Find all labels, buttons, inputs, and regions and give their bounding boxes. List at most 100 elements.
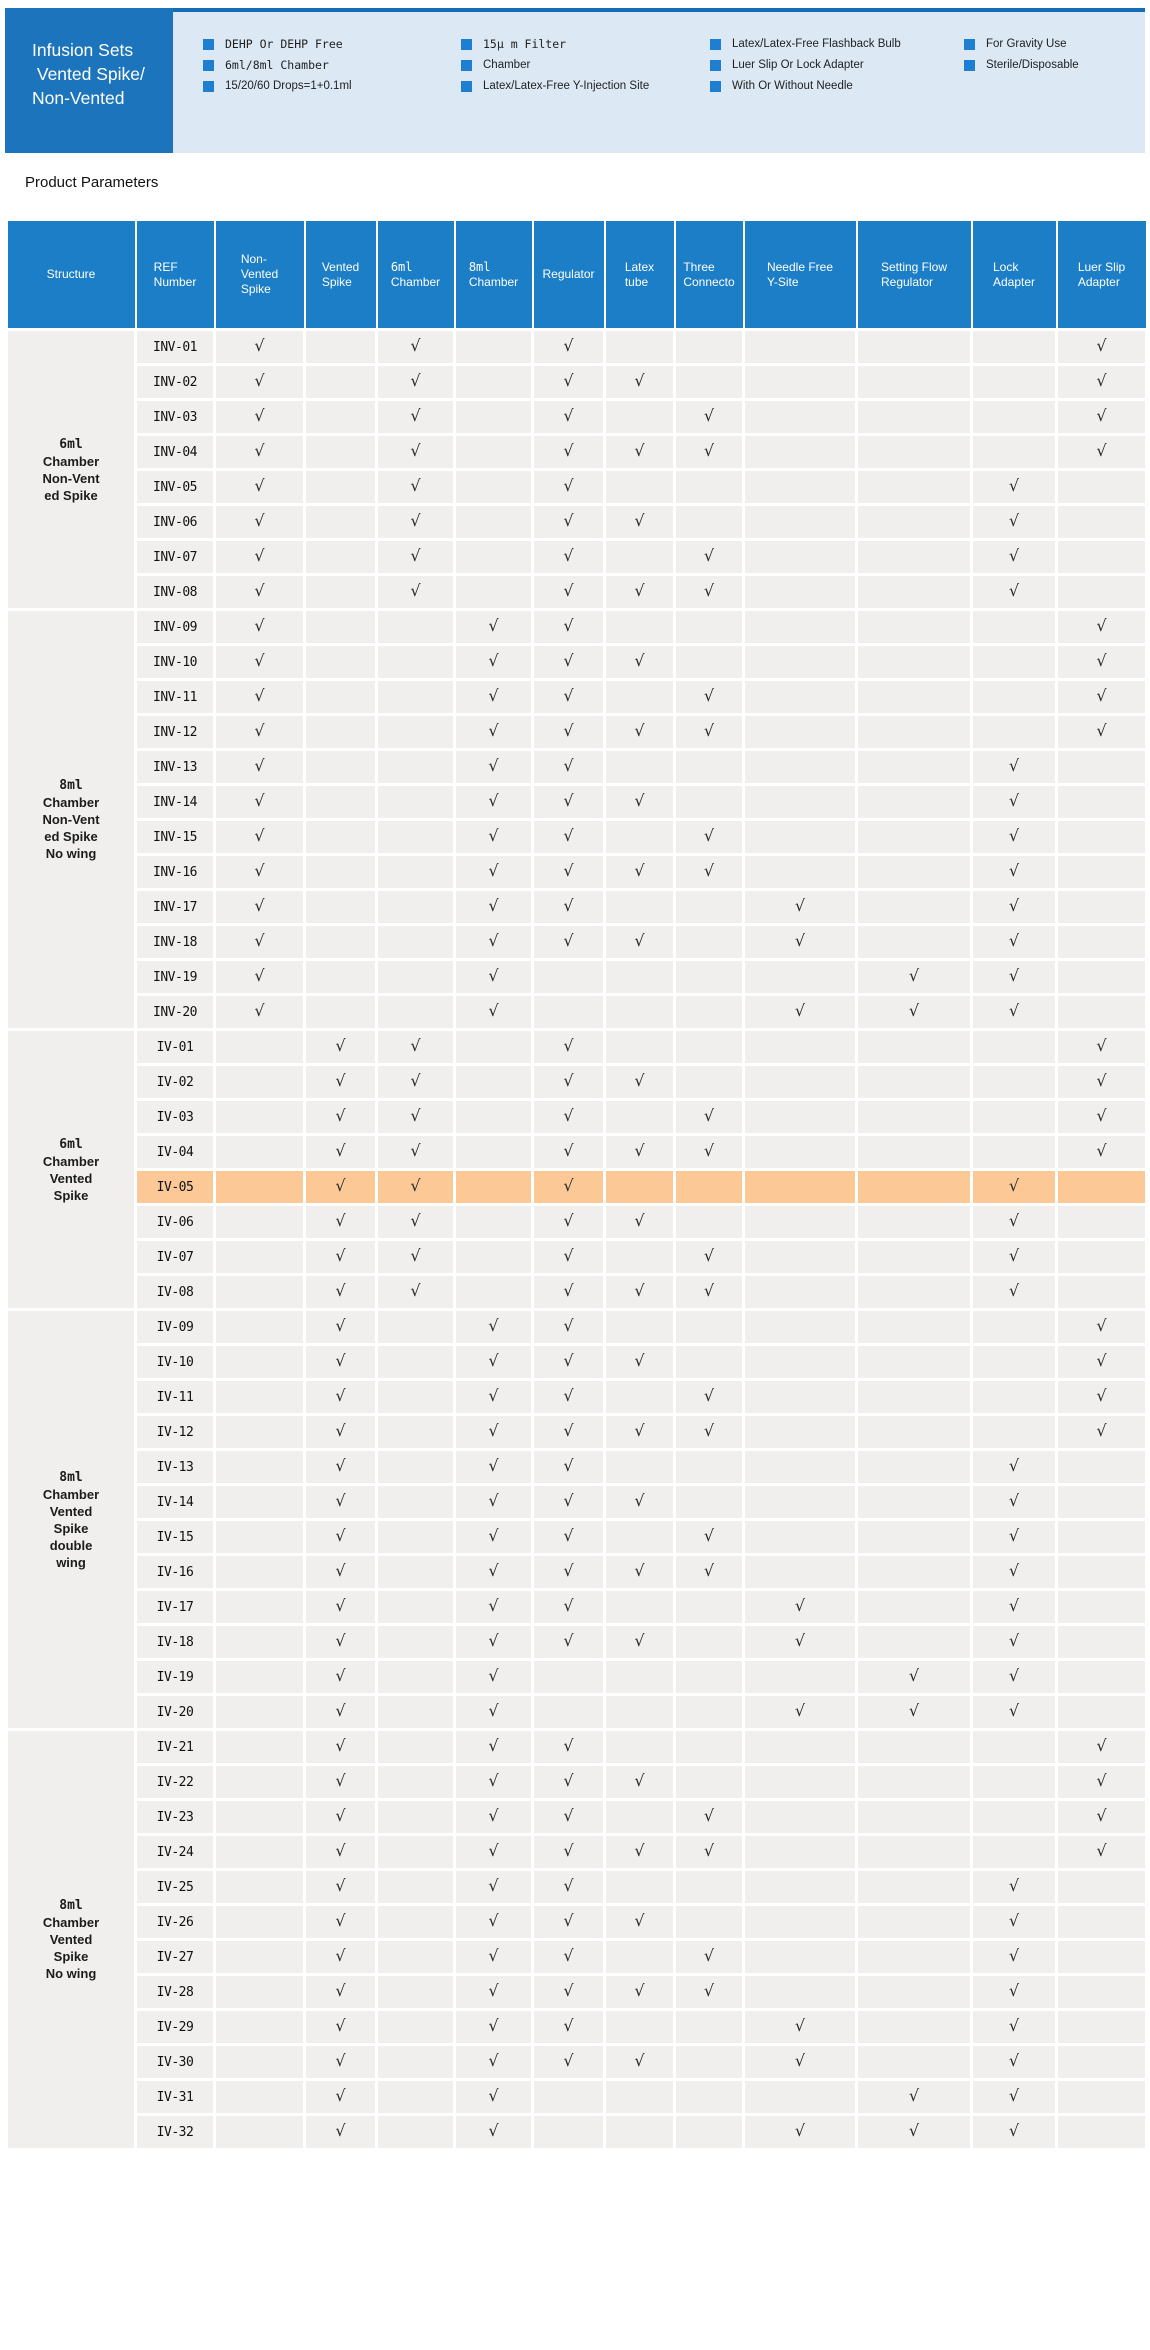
header-cell-structure: Structure	[5, 218, 137, 331]
cell-luer-slip-adapter	[1055, 2113, 1148, 2151]
cell-vented-spike: √	[303, 2008, 378, 2046]
cell-non-vented-spike	[213, 1238, 306, 1276]
cell-setting-flow-regulator	[855, 398, 973, 436]
cell-non-vented-spike: √	[213, 433, 306, 471]
check-icon: √	[634, 791, 645, 810]
cell-lock-adapter: √	[970, 1448, 1058, 1486]
check-icon: √	[335, 1036, 346, 1055]
cell-lock-adapter: √	[970, 1658, 1058, 1696]
check-icon: √	[1008, 1631, 1020, 1650]
cell-6ml-chamber: √	[375, 1238, 456, 1276]
cell-luer-slip-adapter	[1055, 2043, 1148, 2081]
cell-lock-adapter	[970, 1728, 1058, 1766]
cell-6ml-chamber	[375, 783, 456, 821]
cell-three-connector	[673, 2008, 745, 2046]
structure-label-line: Vented	[49, 1503, 93, 1519]
cell-regulator: √	[531, 1798, 606, 1836]
structure-label-line: 8ml	[59, 1469, 83, 1485]
cell-vented-spike: √	[303, 1378, 378, 1416]
cell-lock-adapter: √	[970, 2043, 1058, 2081]
cell-luer-slip-adapter: √	[1055, 1308, 1148, 1346]
check-icon: √	[563, 1281, 574, 1300]
cell-6ml-chamber: √	[375, 503, 456, 541]
cell-three-connector	[673, 1693, 745, 1731]
check-icon: √	[335, 1946, 346, 1965]
cell-6ml-chamber: √	[375, 1273, 456, 1311]
cell-three-connector: √	[673, 433, 745, 471]
cell-lock-adapter	[970, 1833, 1058, 1871]
check-icon: √	[634, 1421, 645, 1440]
check-icon: √	[563, 581, 574, 600]
cell-vented-spike: √	[303, 1203, 378, 1241]
check-icon: √	[1008, 1911, 1020, 1930]
ref-number-cell: IV-01	[134, 1028, 216, 1066]
cell-latex-tube: √	[603, 1203, 676, 1241]
check-icon: √	[335, 1071, 346, 1090]
check-icon: √	[634, 441, 645, 460]
cell-latex-tube	[603, 1658, 676, 1696]
cell-regulator: √	[531, 2008, 606, 2046]
check-icon: √	[335, 1596, 346, 1615]
cell-lock-adapter: √	[970, 993, 1058, 1031]
check-icon: √	[254, 336, 265, 355]
cell-vented-spike: √	[303, 1343, 378, 1381]
cell-luer-slip-adapter: √	[1055, 1133, 1148, 1171]
cell-regulator: √	[531, 1903, 606, 1941]
cell-luer-slip-adapter	[1055, 993, 1148, 1031]
cell-latex-tube: √	[603, 1973, 676, 2011]
table-row: INV-18 √ √ √ √ √ √	[7, 923, 1148, 961]
header-cell-regulator: Regulator	[531, 218, 606, 331]
cell-non-vented-spike	[213, 1203, 306, 1241]
check-icon: √	[1008, 2016, 1020, 2035]
header-label-line: Setting Flow	[880, 259, 948, 274]
cell-8ml-chamber: √	[453, 678, 534, 716]
cell-8ml-chamber: √	[453, 1973, 534, 2011]
cell-latex-tube	[603, 1098, 676, 1136]
cell-regulator: √	[531, 1098, 606, 1136]
cell-luer-slip-adapter	[1055, 1938, 1148, 1976]
table-row: IV-31 √ √ √ √	[7, 2078, 1148, 2116]
check-icon: √	[563, 1561, 574, 1580]
cell-setting-flow-regulator	[855, 1938, 973, 1976]
cell-latex-tube	[603, 1238, 676, 1276]
structure-label-line: Chamber	[42, 1486, 100, 1502]
table-row: 8ml Chamber Vented Spike No wing IV-21 √ √ √ √	[5, 1728, 1148, 2151]
cell-8ml-chamber: √	[453, 1588, 534, 1626]
cell-8ml-chamber: √	[453, 1378, 534, 1416]
check-icon: √	[634, 1771, 645, 1790]
check-icon: √	[703, 1841, 715, 1860]
feature-column: For Gravity Use Sterile/Disposable	[964, 38, 1079, 72]
cell-vented-spike	[303, 363, 378, 401]
cell-three-connector: √	[673, 1273, 745, 1311]
check-icon: √	[563, 2051, 574, 2070]
cell-8ml-chamber: √	[453, 958, 534, 996]
cell-non-vented-spike	[213, 1728, 306, 1766]
cell-vented-spike	[303, 643, 378, 681]
cell-needle-free-y-site	[742, 363, 858, 401]
check-icon: √	[703, 1981, 715, 2000]
check-icon: √	[1008, 1491, 1020, 1510]
table-row: IV-16 √ √ √ √ √ √	[7, 1553, 1148, 1591]
cell-needle-free-y-site	[742, 573, 858, 611]
cell-luer-slip-adapter: √	[1055, 1833, 1148, 1871]
cell-8ml-chamber: √	[453, 2008, 534, 2046]
table-row: IV-25 √ √ √ √	[7, 1868, 1148, 1906]
cell-regulator: √	[531, 888, 606, 926]
cell-latex-tube: √	[603, 363, 676, 401]
cell-non-vented-spike: √	[213, 363, 306, 401]
feature-label: Latex/Latex-Free Flashback Bulb	[732, 38, 901, 50]
cell-regulator: √	[531, 1623, 606, 1661]
cell-6ml-chamber: √	[375, 1203, 456, 1241]
cell-lock-adapter: √	[970, 1168, 1058, 1206]
cell-non-vented-spike	[213, 1063, 306, 1101]
check-icon: √	[1008, 2121, 1020, 2140]
cell-8ml-chamber	[453, 433, 534, 471]
check-icon: √	[563, 1421, 574, 1440]
cell-setting-flow-regulator	[855, 1448, 973, 1486]
check-icon: √	[335, 1246, 346, 1265]
check-icon: √	[335, 1736, 346, 1755]
check-icon: √	[254, 791, 265, 810]
cell-luer-slip-adapter	[1055, 2008, 1148, 2046]
cell-needle-free-y-site	[742, 608, 858, 646]
feature-column: DEHP Or DEHP Free 6ml/8ml Chamber 15/20/60…	[203, 38, 352, 93]
